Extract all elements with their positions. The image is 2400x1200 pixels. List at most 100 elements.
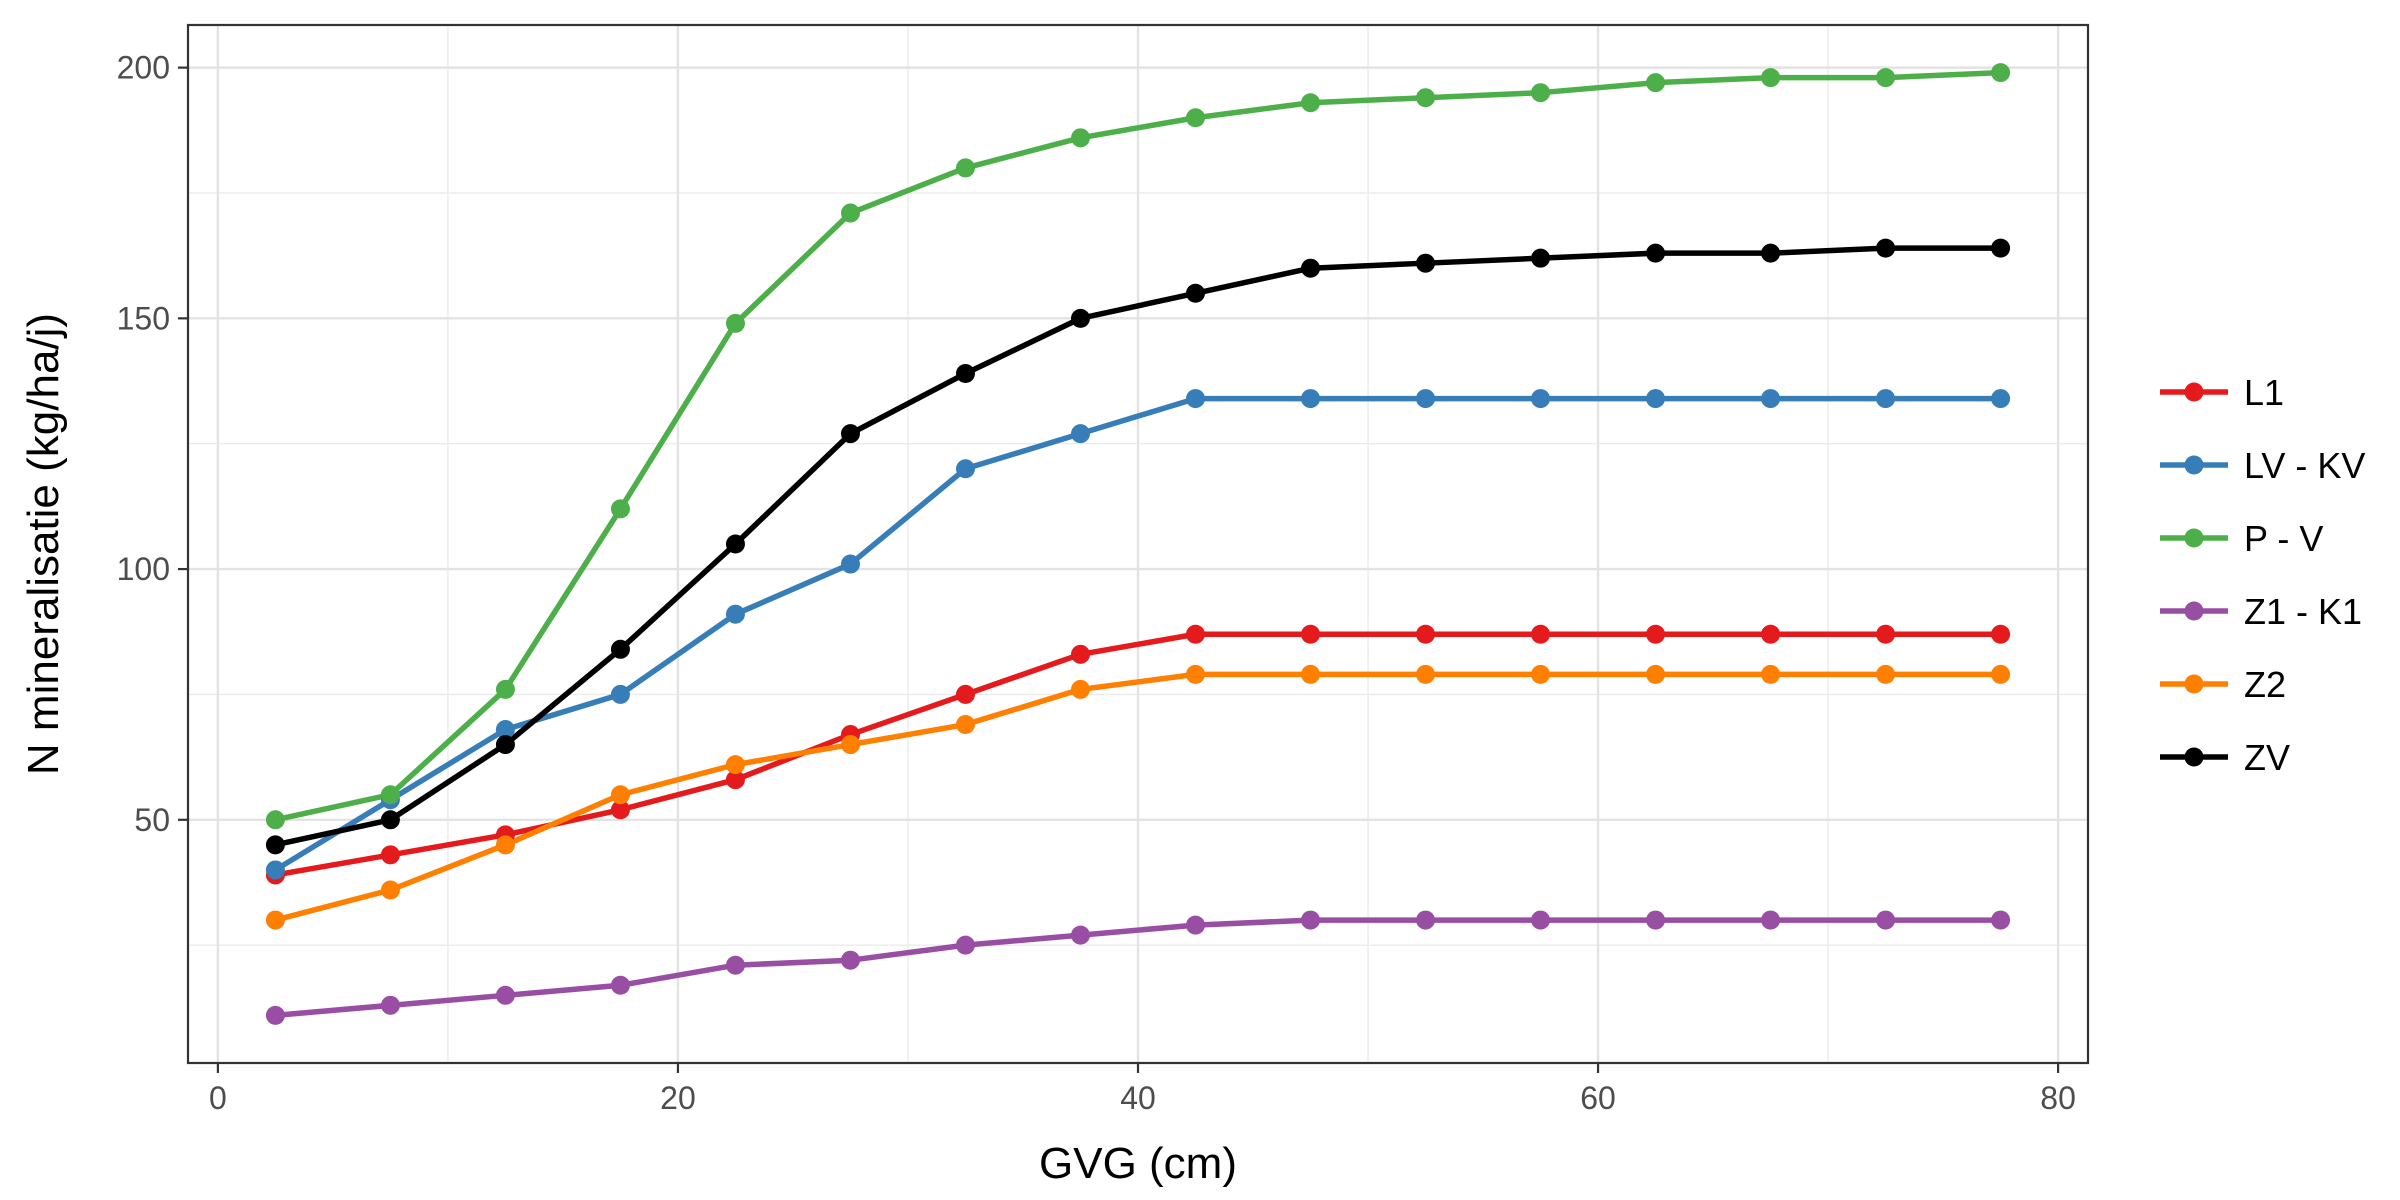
legend-key-point (2184, 674, 2204, 694)
data-point-p-v (1531, 83, 1551, 103)
data-point-lv-kv (1761, 389, 1781, 409)
data-point-z1-k1 (1531, 910, 1551, 930)
data-point-p-v (1991, 63, 2011, 83)
data-point-lv-kv (1186, 389, 1206, 409)
series-line-zv (272, 245, 2004, 848)
data-point-lv-kv (1416, 389, 1436, 409)
data-point-zv (1070, 308, 1090, 328)
data-point-l1 (1070, 644, 1090, 664)
data-point-lv-kv (265, 860, 285, 880)
data-point-z2 (1991, 664, 2011, 684)
data-point-z2 (1531, 664, 1551, 684)
data-point-lv-kv (610, 684, 630, 704)
series-line-p-v (272, 69, 2004, 823)
data-point-z2 (725, 755, 745, 775)
legend-key-point (2184, 747, 2204, 767)
legend-key-point (2184, 455, 2204, 475)
data-point-zv (1301, 258, 1321, 278)
data-point-l1 (1186, 624, 1206, 644)
legend-item-lv-kv: LV - KV (2160, 445, 2365, 486)
data-point-lv-kv (1301, 389, 1321, 409)
data-point-p-v (610, 499, 630, 519)
data-point-z2 (380, 880, 400, 900)
x-axis: 0 20 40 60 80 (209, 1063, 2076, 1116)
data-point-l1 (1531, 624, 1551, 644)
data-point-p-v (1416, 88, 1436, 108)
data-point-l1 (1646, 624, 1666, 644)
data-point-zv (495, 735, 515, 755)
data-point-p-v (495, 679, 515, 699)
data-point-z2 (495, 835, 515, 855)
data-point-z1-k1 (380, 995, 400, 1015)
legend-key-point (2184, 382, 2204, 402)
data-point-z2 (1876, 664, 1896, 684)
data-point-p-v (1186, 108, 1206, 128)
data-point-zv (840, 424, 860, 444)
y-tick-label: 100 (117, 551, 170, 587)
data-point-l1 (955, 684, 975, 704)
data-point-z1-k1 (1876, 910, 1896, 930)
data-point-p-v (1646, 73, 1666, 93)
data-point-z1-k1 (610, 975, 630, 995)
data-point-p-v (1876, 68, 1896, 88)
data-point-z2 (840, 735, 860, 755)
legend-label: P - V (2244, 518, 2323, 559)
data-point-zv (1876, 238, 1896, 258)
data-point-z2 (265, 910, 285, 930)
x-tick-label: 60 (1580, 1080, 1616, 1116)
series-line-z1-k1 (272, 917, 2004, 1019)
data-point-zv (265, 835, 285, 855)
data-point-l1 (1991, 624, 2011, 644)
data-point-p-v (380, 785, 400, 805)
data-point-z2 (1646, 664, 1666, 684)
legend-item-z1-k1: Z1 - K1 (2160, 591, 2362, 632)
legend-item-p-v: P - V (2160, 518, 2323, 559)
major-gridlines (188, 25, 2088, 1063)
legend-key-point (2184, 528, 2204, 548)
legend-item-zv: ZV (2160, 737, 2290, 778)
data-point-z1-k1 (1186, 915, 1206, 935)
data-point-zv (610, 639, 630, 659)
data-point-z1-k1 (1761, 910, 1781, 930)
data-point-z2 (1070, 679, 1090, 699)
data-point-z2 (1186, 664, 1206, 684)
legend-item-z2: Z2 (2160, 664, 2286, 705)
legend-label: LV - KV (2244, 445, 2365, 486)
x-tick-label: 0 (209, 1080, 227, 1116)
data-point-p-v (1761, 68, 1781, 88)
data-point-zv (1186, 283, 1206, 303)
data-point-zv (955, 364, 975, 384)
data-point-zv (1646, 243, 1666, 263)
data-point-lv-kv (1531, 389, 1551, 409)
data-point-z1-k1 (1646, 910, 1666, 930)
data-point-lv-kv (495, 720, 515, 740)
y-tick-label: 50 (134, 802, 170, 838)
data-point-lv-kv (840, 554, 860, 574)
data-point-z1-k1 (725, 955, 745, 975)
series-line-lv-kv (272, 395, 2004, 873)
legend-key-point (2184, 601, 2204, 621)
data-point-p-v (725, 313, 745, 333)
data-point-z2 (1301, 664, 1321, 684)
legend: L1 LV - KV P - V Z1 - K1 Z2 ZV (2160, 372, 2365, 778)
data-point-z1-k1 (1301, 910, 1321, 930)
data-point-lv-kv (725, 604, 745, 624)
data-point-p-v (955, 158, 975, 178)
data-point-z1-k1 (1991, 910, 2011, 930)
data-point-z1-k1 (265, 1005, 285, 1025)
legend-label: Z1 - K1 (2244, 591, 2362, 632)
data-point-z1-k1 (495, 985, 515, 1005)
legend-label: ZV (2244, 737, 2290, 778)
data-point-l1 (380, 845, 400, 865)
data-point-lv-kv (955, 459, 975, 479)
data-point-z1-k1 (955, 935, 975, 955)
data-point-l1 (1761, 624, 1781, 644)
x-tick-label: 20 (660, 1080, 696, 1116)
data-point-l1 (725, 770, 745, 790)
legend-label: Z2 (2244, 664, 2286, 705)
series-lines (272, 69, 2004, 1019)
x-axis-title: GVG (cm) (1039, 1139, 1237, 1188)
data-point-lv-kv (1991, 389, 2011, 409)
